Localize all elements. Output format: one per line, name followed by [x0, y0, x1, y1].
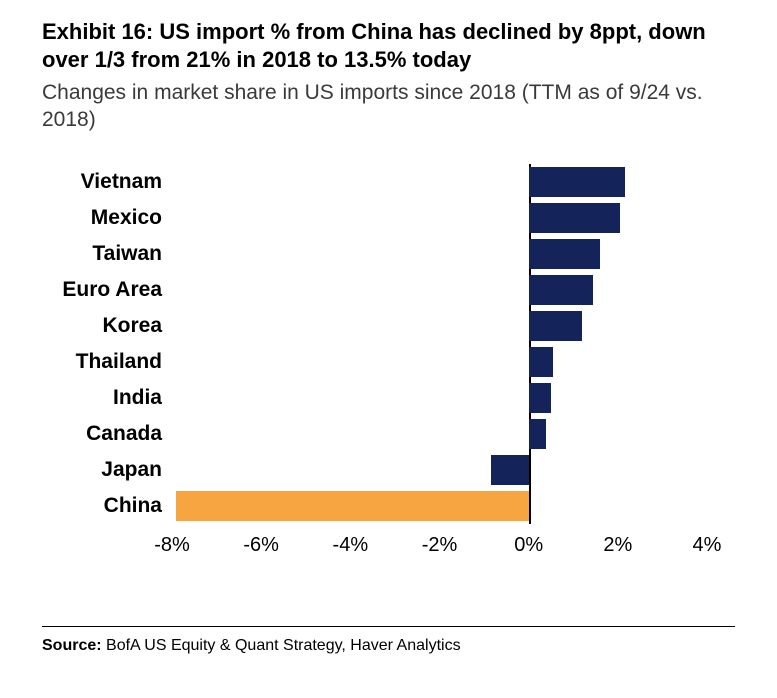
x-tick: 4% — [693, 534, 722, 557]
chart-row: Korea — [172, 308, 707, 344]
source-label: Source: — [42, 637, 102, 654]
bar — [529, 311, 583, 341]
bar — [176, 491, 528, 521]
x-tick: 2% — [603, 534, 632, 557]
bar — [529, 203, 620, 233]
chart-row: Euro Area — [172, 272, 707, 308]
category-label: China — [42, 488, 162, 524]
category-label: Japan — [42, 452, 162, 488]
x-tick: -4% — [333, 534, 369, 557]
bar — [529, 239, 600, 269]
chart-row: Canada — [172, 416, 707, 452]
category-label: Euro Area — [42, 272, 162, 308]
category-label: Korea — [42, 308, 162, 344]
plot-area: VietnamMexicoTaiwanEuro AreaKoreaThailan… — [172, 164, 707, 524]
exhibit-container: Exhibit 16: US import % from China has d… — [0, 0, 777, 665]
bar — [529, 275, 594, 305]
chart-row: Taiwan — [172, 236, 707, 272]
category-label: Taiwan — [42, 236, 162, 272]
chart-row: India — [172, 380, 707, 416]
bar — [529, 419, 547, 449]
x-axis: -8%-6%-4%-2%0%2%4% — [172, 524, 707, 564]
bar — [529, 347, 554, 377]
category-label: Vietnam — [42, 164, 162, 200]
bar — [491, 455, 529, 485]
source-text: BofA US Equity & Quant Strategy, Haver A… — [106, 637, 461, 654]
x-tick: -6% — [243, 534, 279, 557]
chart-row: Japan — [172, 452, 707, 488]
chart-row: Mexico — [172, 200, 707, 236]
chart-row: China — [172, 488, 707, 524]
chart-row: Thailand — [172, 344, 707, 380]
exhibit-title: Exhibit 16: US import % from China has d… — [42, 18, 735, 73]
category-label: Thailand — [42, 344, 162, 380]
source-line: Source: BofA US Equity & Quant Strategy,… — [42, 626, 735, 655]
chart-row: Vietnam — [172, 164, 707, 200]
x-tick: 0% — [514, 534, 543, 557]
bar — [529, 167, 625, 197]
x-tick: -2% — [422, 534, 458, 557]
bar — [529, 383, 551, 413]
exhibit-subtitle: Changes in market share in US imports si… — [42, 79, 735, 134]
category-label: Mexico — [42, 200, 162, 236]
bar-chart: VietnamMexicoTaiwanEuro AreaKoreaThailan… — [42, 164, 735, 594]
category-label: Canada — [42, 416, 162, 452]
x-tick: -8% — [154, 534, 190, 557]
category-label: India — [42, 380, 162, 416]
